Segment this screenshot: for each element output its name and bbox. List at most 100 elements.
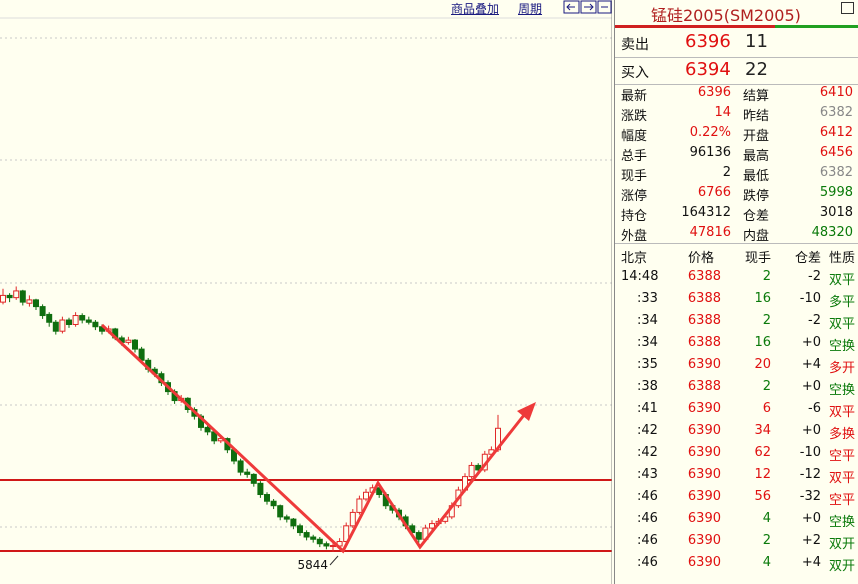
candle-body	[204, 426, 211, 433]
window-button[interactable]	[841, 2, 854, 14]
candle-body	[349, 511, 356, 527]
stat-label: 跌停	[743, 189, 770, 204]
separator	[615, 57, 858, 58]
stat-label: 最新	[621, 89, 648, 104]
trend-arrows	[100, 323, 530, 554]
title-bar-green	[775, 25, 858, 28]
candle-body	[290, 518, 297, 527]
candle-body	[415, 532, 422, 540]
separator	[615, 243, 858, 244]
tick-cell: 16	[754, 335, 771, 350]
candle-body	[33, 299, 39, 308]
tick-cell: 6390	[687, 445, 721, 460]
tick-cell: :43	[637, 467, 658, 482]
tick-cell: 2	[762, 269, 771, 284]
stat-value: 164312	[681, 205, 731, 220]
candle-body	[26, 299, 33, 304]
tick-cell: :42	[637, 423, 658, 438]
tick-cell: 6388	[687, 291, 721, 306]
tick-cell: 2	[762, 533, 771, 548]
tick-cell: :35	[637, 357, 658, 372]
candle-body	[46, 313, 53, 323]
tick-cell: 6388	[687, 379, 721, 394]
stat-label: 现手	[621, 169, 648, 184]
stat-value: 5998	[819, 185, 853, 200]
stat-label: 幅度	[621, 129, 648, 144]
candle-body	[39, 306, 46, 317]
tick-cell: 12	[754, 467, 771, 482]
tick-cell: 14:48	[621, 269, 659, 284]
stat-label: 结算	[743, 89, 770, 104]
tick-cell: -2	[808, 313, 821, 328]
stat-label: 仓差	[743, 209, 770, 224]
stat-value: 6410	[819, 85, 853, 100]
stat-value: 6396	[697, 85, 731, 100]
tick-cell: 6388	[687, 313, 721, 328]
grid	[0, 37, 612, 528]
candle-body	[264, 494, 270, 502]
tick-cell: 多开	[828, 361, 855, 376]
tick-cell: 双平	[828, 273, 855, 288]
tick-cell: :38	[637, 379, 658, 394]
stat-label: 昨结	[743, 109, 770, 124]
candle-body	[125, 339, 132, 343]
book-label: 卖出	[621, 37, 649, 53]
tick-cell: 6390	[687, 467, 721, 482]
candle-body	[244, 471, 251, 475]
tick-cell: 4	[762, 555, 771, 570]
tick-cell: :46	[637, 511, 658, 526]
candles	[0, 286, 501, 552]
chart: 5844	[0, 0, 612, 584]
tick-cell: 空平	[828, 449, 855, 464]
tick-cell: 空换	[828, 383, 855, 398]
candle-body	[310, 536, 317, 540]
tick-cell: +0	[801, 335, 821, 350]
arrow-head	[517, 402, 536, 421]
candle-body	[429, 523, 435, 529]
stat-value: 14	[714, 105, 731, 120]
low-label: 5844	[297, 558, 328, 572]
tick-cell: -6	[808, 401, 821, 416]
tick-cell: -10	[799, 291, 821, 306]
tick-cell: -2	[808, 269, 821, 284]
tick-cell: 6390	[687, 423, 721, 438]
book-label: 买入	[621, 65, 649, 81]
stat-label: 内盘	[743, 229, 770, 244]
tick-cell: 双开	[828, 559, 855, 574]
stat-label: 外盘	[621, 229, 648, 244]
candle-body	[132, 339, 138, 350]
candle-body	[6, 294, 13, 299]
candle-body	[237, 460, 244, 473]
book-price: 6394	[685, 59, 731, 80]
stat-label: 开盘	[743, 129, 770, 144]
period-link[interactable]: 周期	[518, 2, 543, 16]
candle-body	[13, 290, 20, 299]
tick-cell: 双平	[828, 317, 855, 332]
tick-cell: 6390	[687, 401, 721, 416]
separator	[615, 84, 858, 85]
tick-cell: 6390	[687, 357, 721, 372]
tick-cell: 62	[754, 445, 771, 460]
tick-cell: 2	[762, 379, 771, 394]
overlay-link[interactable]: 商品叠加	[451, 2, 500, 16]
ticks-header: 仓差	[794, 251, 821, 266]
candle-body	[316, 538, 323, 545]
tick-cell: +2	[801, 533, 821, 548]
tick-cell: +4	[801, 555, 821, 570]
ticks-header: 北京	[621, 251, 648, 266]
tick-cell: 多平	[828, 295, 855, 310]
candle-body	[0, 294, 6, 303]
ticks-header: 性质	[828, 251, 855, 266]
nav-icons[interactable]	[563, 0, 612, 14]
candle-body	[363, 491, 369, 500]
candle-body	[270, 500, 277, 507]
stat-label: 最低	[743, 169, 770, 184]
tick-cell: 空平	[828, 493, 855, 508]
tick-cell: +4	[801, 357, 821, 372]
book-volume: 11	[745, 31, 768, 52]
tick-cell: :46	[637, 489, 658, 504]
candle-body	[79, 315, 86, 321]
candle-body	[85, 319, 92, 323]
candle-body	[52, 321, 59, 332]
tick-cell: :41	[637, 401, 658, 416]
